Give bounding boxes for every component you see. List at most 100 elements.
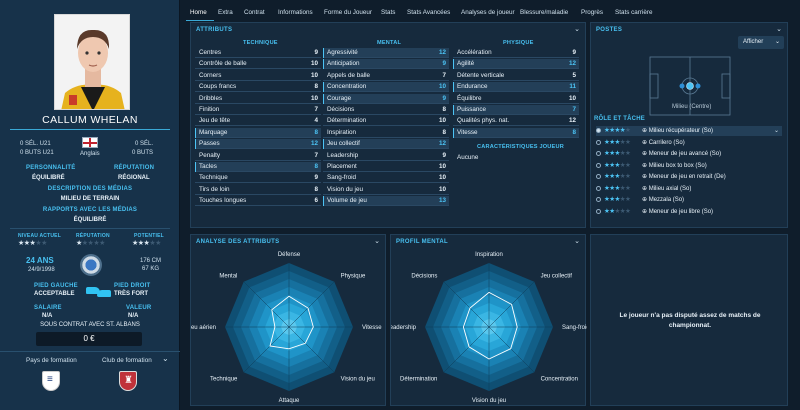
role-row[interactable]: ★★★★★ ⊕ Milieu axial (So): [596, 184, 782, 194]
chevron-down-icon[interactable]: ⌄: [574, 26, 580, 33]
tab-stats-carriere[interactable]: Stats carrière: [615, 9, 653, 16]
radio-button[interactable]: [596, 174, 601, 179]
attribute-row[interactable]: Corners 10: [195, 71, 321, 81]
attribute-row[interactable]: Qualités phys. nat. 12: [453, 116, 579, 127]
tab-analyses[interactable]: Analyses de joueur: [461, 9, 515, 16]
attribute-row[interactable]: Courage 9: [323, 93, 449, 104]
radar-label: Mental: [219, 273, 237, 279]
radio-button[interactable]: [596, 185, 601, 191]
role-row[interactable]: ★★★★★ ⊕ Mezzala (So): [596, 195, 782, 205]
attribute-row[interactable]: Détermination 10: [323, 116, 449, 127]
attribute-row[interactable]: Dribbles 10: [195, 94, 321, 104]
attribute-row[interactable]: Marquage 8: [195, 127, 321, 138]
radio-button[interactable]: [596, 162, 601, 168]
attribute-name: Corners: [199, 71, 222, 79]
role-row[interactable]: ★★★★★ ⊕ Meneur de jeu libre (So): [596, 207, 782, 217]
attribute-row[interactable]: Finition 7: [195, 105, 321, 115]
attribute-row[interactable]: Inspiration 8: [323, 128, 449, 138]
attribute-row[interactable]: Concentration 10: [323, 82, 449, 93]
media-relations-label: RAPPORTS AVEC LES MÉDIAS: [42, 207, 138, 213]
tab-blessure[interactable]: Blessure/maladie: [520, 9, 569, 16]
attribute-value: 10: [310, 71, 318, 79]
role-row[interactable]: ★★★★★ ⊕ Meneur de jeu avancé (So): [596, 149, 782, 159]
attribute-row[interactable]: Jeu collectif 12: [323, 139, 449, 150]
attribute-row[interactable]: Contrôle de balle 10: [195, 59, 321, 70]
club-crest-icon[interactable]: [119, 371, 137, 391]
attribute-name: Dribbles: [199, 94, 223, 102]
fa-crest-icon[interactable]: [42, 371, 60, 391]
attribute-row[interactable]: Technique 9: [195, 173, 321, 184]
attribute-row[interactable]: Placement 10: [323, 162, 449, 172]
attribute-row[interactable]: Leadership 9: [323, 151, 449, 161]
radio-button[interactable]: [596, 128, 601, 133]
attribute-row[interactable]: Jeu de tête 4: [195, 116, 321, 127]
attribute-value: 8: [442, 106, 446, 113]
attribute-name: Jeu collectif: [327, 140, 360, 148]
afficher-dropdown[interactable]: Afficher ⌄: [738, 36, 784, 49]
attribute-row[interactable]: Volume de jeu 13: [323, 196, 449, 207]
attribute-value: 7: [572, 106, 576, 113]
attribute-name: Sang-froid: [327, 174, 357, 182]
attribute-value: 8: [442, 128, 446, 136]
attribute-row[interactable]: Appels de balle 7: [323, 71, 449, 81]
attribute-row[interactable]: Vitesse 8: [453, 127, 579, 138]
attribute-row[interactable]: Endurance 11: [453, 82, 579, 93]
attribute-name: Agilité: [457, 60, 475, 68]
radio-button[interactable]: [596, 151, 601, 156]
right-foot-value: TRÈS FORT: [114, 291, 148, 297]
attribute-row[interactable]: Vision du jeu 10: [323, 185, 449, 195]
attribute-row[interactable]: Touches longues 6: [195, 196, 321, 207]
attribute-name: Agressivité: [327, 49, 358, 56]
attribute-row[interactable]: Passes 12: [195, 139, 321, 150]
chevron-down-icon[interactable]: ⌄: [776, 26, 782, 33]
chevron-down-icon[interactable]: ⌄: [773, 128, 779, 134]
attribute-row[interactable]: Penalty 7: [195, 151, 321, 161]
role-row[interactable]: ★★★★★ ⊕ Carrilero (So): [596, 138, 782, 148]
left-foot-label: PIED GAUCHE: [34, 283, 78, 289]
chevron-down-icon[interactable]: ⌄: [574, 238, 580, 245]
salary-label: SALAIRE: [34, 305, 62, 311]
role-name: ⊕ Mezzala (So): [642, 197, 685, 203]
tab-stats[interactable]: Stats: [381, 9, 396, 16]
attribute-row[interactable]: Coups francs 8: [195, 82, 321, 93]
attributes-panel: ATTRIBUTS ⌄ TECHNIQUE MENTAL PHYSIQUE Ce…: [190, 22, 586, 228]
attribute-row[interactable]: Puissance 7: [453, 105, 579, 115]
attribute-name: Contrôle de balle: [199, 60, 247, 68]
attribute-row[interactable]: Équilibre 10: [453, 94, 579, 104]
attribute-row[interactable]: Agilité 12: [453, 59, 579, 70]
nationality: Anglais: [80, 151, 100, 157]
radio-button[interactable]: [596, 139, 601, 145]
tab-forme[interactable]: Forme du Joueur: [324, 9, 372, 16]
attribute-row[interactable]: Tirs de loin 8: [195, 185, 321, 195]
radio-button[interactable]: [596, 197, 601, 202]
attribute-value: 11: [569, 83, 576, 91]
attribute-row[interactable]: Accélération 9: [453, 48, 579, 58]
tab-stats-avancees[interactable]: Stats Avancées: [407, 9, 451, 16]
tab-informations[interactable]: Informations: [278, 9, 313, 16]
tab-home[interactable]: Home: [190, 9, 207, 16]
chevron-down-icon[interactable]: ⌄: [162, 354, 169, 363]
attribute-row[interactable]: Décisions 8: [323, 105, 449, 115]
date-of-birth: 24/9/1998: [28, 267, 55, 273]
attribute-row[interactable]: Centres 9: [195, 48, 321, 58]
chevron-down-icon[interactable]: ⌄: [374, 238, 380, 245]
attribute-row[interactable]: Anticipation 9: [323, 59, 449, 70]
attribute-row[interactable]: Détente verticale 5: [453, 71, 579, 81]
tab-contrat[interactable]: Contrat: [244, 9, 265, 16]
role-row[interactable]: ★★★★★ ⊕ Milieu box to box (So): [596, 161, 782, 171]
radio-button[interactable]: [596, 208, 601, 214]
right-boot-icon: [97, 290, 111, 297]
player-age: 24 ANS: [26, 256, 54, 265]
radar-label: Leadership: [391, 325, 417, 331]
tab-progres[interactable]: Progrès: [581, 9, 604, 16]
tab-extra[interactable]: Extra: [218, 9, 233, 16]
attribute-row[interactable]: Agressivité 12: [323, 48, 449, 58]
attribute-row[interactable]: Sang-froid 10: [323, 173, 449, 184]
attribute-row[interactable]: Tacles 8: [195, 162, 321, 172]
active-tab-indicator: [186, 20, 214, 21]
attribute-name: Vision du jeu: [327, 185, 363, 193]
right-foot-label: PIED DROIT: [114, 283, 151, 289]
role-row[interactable]: ★★★★★ ⊕ Meneur de jeu en retrait (De): [596, 172, 782, 182]
value-value: N/A: [128, 313, 139, 319]
role-row[interactable]: ★★★★★ ⊕ Milieu récupérateur (So) ⌄: [596, 126, 782, 136]
